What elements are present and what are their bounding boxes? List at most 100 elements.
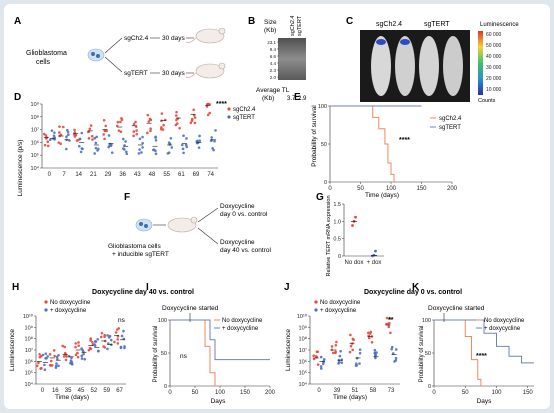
data-point: [93, 343, 96, 346]
x-tick-label: 58: [370, 388, 377, 394]
y-tick-label: 100: [422, 318, 431, 324]
data-point: [103, 335, 106, 339]
data-point: [124, 140, 127, 143]
data-point: [70, 356, 73, 360]
data-point: [132, 122, 136, 126]
x-tick-label: 59: [103, 388, 110, 394]
panel-f: F Doxycycline day 0 vs. control Doxycycl…: [108, 192, 271, 258]
panel-d: D Luminescence (p/s) 0 7 14 21 29 36 43 48 55 61 6…: [14, 92, 256, 196]
x-tick-label: 43: [134, 172, 141, 178]
x-tick-label: 200: [447, 186, 458, 192]
lane-label: sgCh2.4: [290, 16, 296, 37]
x-tick-label: 0: [168, 390, 172, 396]
data-point: [74, 353, 78, 357]
x-tick-label: 51: [352, 388, 359, 394]
data-point: [103, 346, 107, 349]
data-point: [73, 128, 76, 132]
data-point: [335, 340, 338, 344]
y-axis-label: Luminescence (p/s): [17, 140, 24, 197]
y-tick-label: 10⁹: [299, 324, 307, 331]
panel-e: E Probability of survival 0 50 100 150 200 10…: [294, 92, 462, 199]
data-point: [340, 361, 344, 364]
data-point: [49, 359, 53, 363]
data-point: [83, 357, 87, 361]
data-point: [125, 152, 129, 156]
mouse-icon: [167, 216, 198, 233]
data-point: [147, 120, 151, 123]
data-point: [322, 358, 326, 361]
x-tick-label: 73: [388, 388, 395, 394]
panel-letter: H: [12, 282, 19, 293]
data-point: [64, 358, 68, 362]
y-axis-label: Probability of survival: [153, 326, 159, 383]
x-tick-label: 0: [328, 186, 332, 192]
data-point: [182, 151, 185, 155]
cell-icon: [91, 52, 95, 56]
arrow: [197, 227, 219, 245]
data-point: [330, 345, 334, 348]
data-point: [103, 129, 106, 132]
data-point: [108, 144, 111, 147]
x-tick-label: 52: [91, 388, 98, 394]
chart-k: 0 50 100 150 100 50 0: [422, 318, 534, 396]
data-point: [185, 137, 188, 140]
data-point: [192, 108, 195, 112]
y-tick-label: 0: [324, 180, 327, 186]
data-point: [52, 349, 56, 352]
y-axis-label: Probability of survival: [311, 105, 318, 167]
data-point: [334, 350, 337, 354]
data-point: [316, 350, 320, 354]
data-point: [42, 132, 46, 136]
y-tick-label: 1.0: [333, 219, 341, 225]
data-point: [56, 357, 59, 361]
chart-e: 0 50 100 150 200 100 50 0: [318, 104, 458, 192]
x-axis-label: Time (days): [333, 394, 367, 401]
data-point: [43, 368, 47, 371]
data-point: [358, 348, 362, 351]
data-point: [65, 135, 68, 139]
data-point: [62, 355, 66, 358]
data-point: [119, 120, 122, 124]
cell-label: + inducible sgTERT: [112, 251, 169, 258]
data-point: [319, 365, 323, 368]
data-point: [162, 123, 165, 127]
cell-icon: [139, 222, 143, 226]
x-tick-label: 35: [65, 388, 72, 394]
y-tick-label: 50: [425, 351, 431, 357]
x-tick-label: 16: [52, 388, 59, 394]
y-tick-label: 10⁶: [299, 358, 307, 365]
data-point: [97, 147, 100, 151]
scale-tick-label: 30 000: [486, 65, 502, 71]
panel-h: H Luminescence 0 16 35 45 52 59 67 10¹⁰ 10⁹ 10⁸ 10…: [9, 282, 126, 401]
panel-letter: B: [248, 16, 255, 27]
survival-curve: [330, 105, 395, 182]
mouse-photo: [371, 36, 463, 96]
arm-label: Doxycycline: [220, 203, 255, 210]
scale-tick-label: 60 000: [486, 32, 502, 38]
data-point: [88, 127, 92, 131]
duration-label: 30 days: [162, 35, 186, 42]
data-point: [178, 126, 181, 130]
x-tick-label: No dox: [344, 260, 363, 266]
data-point: [57, 131, 61, 134]
legend-marker: [44, 300, 48, 304]
data-point: [62, 125, 65, 129]
data-point: [351, 224, 354, 227]
x-axis-label: Days: [477, 398, 493, 405]
legend-marker: [227, 115, 231, 119]
data-point: [351, 348, 355, 352]
panel-letter: F: [124, 192, 130, 203]
data-point: [387, 325, 391, 329]
data-point: [373, 351, 377, 355]
data-point: [354, 364, 358, 367]
data-point: [87, 348, 91, 352]
ladder-label: 4.4: [270, 61, 277, 66]
x-tick-label: 50: [462, 390, 469, 396]
x-tick-label: 150: [523, 390, 534, 396]
gel-image: [278, 38, 306, 80]
cell-dish-icon: [135, 218, 153, 232]
data-point: [394, 359, 398, 362]
data-point: [52, 134, 56, 138]
data-point: [138, 148, 141, 151]
data-point: [100, 331, 104, 335]
